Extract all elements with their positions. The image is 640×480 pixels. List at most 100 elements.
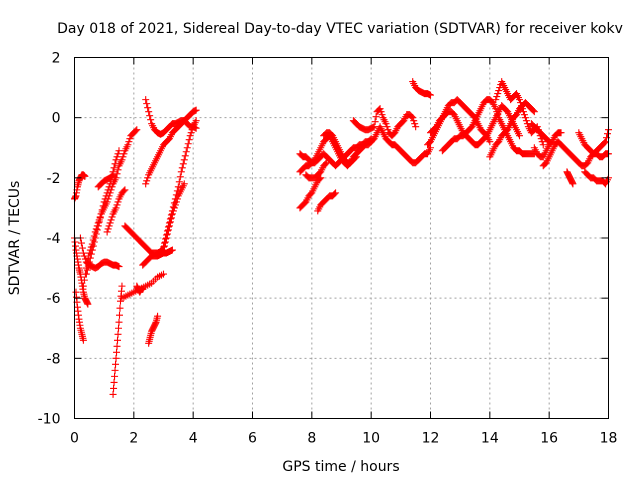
data-point (92, 230, 100, 238)
series-t16 (118, 270, 167, 302)
series-t33 (527, 120, 553, 146)
data-point (144, 104, 152, 112)
data-point (545, 138, 553, 146)
series-t25 (367, 123, 434, 167)
data-point (486, 138, 494, 146)
data-point (99, 202, 107, 210)
data-point (113, 170, 121, 178)
data-point (115, 263, 123, 271)
data-point (105, 183, 113, 191)
data-point (91, 234, 99, 242)
data-point (103, 228, 111, 236)
data-point (160, 243, 167, 251)
data-point (113, 348, 121, 356)
data-point (98, 206, 106, 214)
data-point (79, 249, 87, 257)
series-t35 (563, 168, 577, 188)
data-point (142, 96, 150, 104)
data-point (114, 336, 122, 344)
data-point (118, 282, 126, 290)
data-point (382, 120, 390, 128)
data-point (93, 226, 101, 234)
series-t32 (530, 129, 565, 161)
data-point (80, 276, 88, 284)
y-tick-label: -4 (47, 231, 61, 247)
data-point (90, 238, 98, 246)
data-point (371, 118, 379, 126)
data-point (77, 239, 85, 247)
data-point (179, 160, 187, 168)
data-point (161, 235, 169, 243)
data-point (154, 312, 162, 320)
data-point (106, 180, 114, 188)
series-t31 (486, 99, 538, 161)
data-point (103, 189, 111, 197)
data-points (71, 78, 612, 398)
data-point (411, 120, 419, 128)
data-point (120, 187, 128, 195)
series-t9 (109, 282, 126, 398)
data-point (79, 282, 87, 290)
data-point (86, 254, 94, 262)
data-point (112, 204, 120, 212)
data-point (124, 141, 132, 149)
data-point (145, 108, 153, 116)
data-point (520, 111, 528, 119)
data-point (89, 242, 97, 250)
data-point (317, 174, 325, 182)
y-tick-label: -10 (38, 412, 61, 428)
data-point (493, 93, 501, 101)
data-point (493, 108, 501, 116)
data-point (97, 210, 105, 218)
data-point (538, 138, 546, 146)
data-point (101, 195, 109, 203)
data-point (112, 156, 120, 164)
data-point (144, 174, 152, 182)
data-point (370, 123, 378, 131)
data-point (81, 255, 89, 263)
data-point (110, 384, 118, 392)
data-point (106, 219, 114, 227)
y-tick-label: 0 (52, 111, 61, 127)
series-t4 (76, 234, 123, 272)
axis-ticks: 0 2 4 6 8 10 12 14 16 18 -10 -8 -6 -4 -2 0 2 (38, 51, 618, 447)
data-point (114, 166, 122, 174)
data-point (182, 148, 190, 156)
data-point (529, 107, 537, 115)
x-tick-label: 12 (422, 431, 440, 447)
series-t1 (71, 171, 89, 203)
series-t7 (94, 171, 117, 191)
data-point (168, 207, 176, 215)
data-point (492, 105, 500, 113)
data-point (143, 100, 151, 108)
data-point (85, 258, 93, 266)
data-point (111, 372, 119, 380)
data-point (186, 132, 194, 140)
data-point (519, 108, 527, 116)
data-point (164, 223, 172, 231)
y-tick-label: -6 (47, 291, 61, 307)
data-point (187, 129, 195, 137)
data-point (162, 231, 170, 239)
x-tick-label: 16 (540, 431, 558, 447)
data-point (516, 132, 523, 140)
data-point (372, 113, 380, 121)
data-point (376, 105, 384, 113)
data-point (569, 180, 577, 188)
data-point (115, 318, 123, 326)
data-point (96, 214, 104, 222)
data-point (378, 111, 386, 119)
data-point (121, 186, 129, 194)
data-point (169, 203, 177, 211)
data-point (111, 366, 119, 374)
data-point (427, 144, 434, 152)
data-point (111, 160, 119, 168)
x-tick-label: 4 (189, 431, 198, 447)
data-point (95, 218, 103, 226)
series-t17 (139, 246, 176, 269)
data-point (110, 378, 118, 386)
series-t21 (302, 159, 331, 182)
y-tick-label: -2 (47, 171, 61, 187)
data-point (177, 168, 185, 176)
data-point (160, 270, 167, 278)
